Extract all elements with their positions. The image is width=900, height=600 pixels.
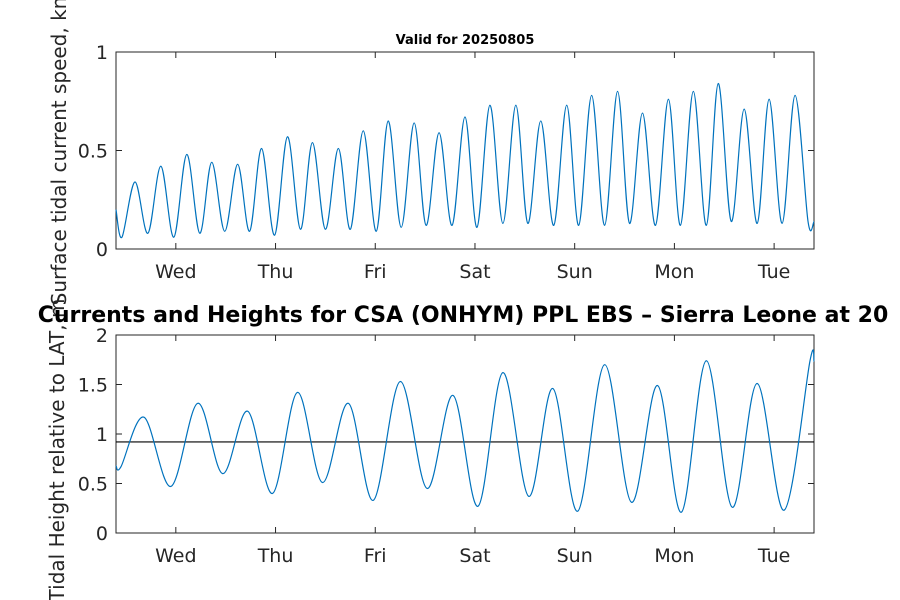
current-speed-axes-box <box>115 51 815 250</box>
current-speed-x-tick-label: Mon <box>654 261 694 283</box>
tidal-height-x-tick-label: Fri <box>364 545 387 567</box>
tidal-height-y-axis-label: Tidal Height relative to LAT, m <box>45 299 69 600</box>
tidal-height-x-tick-label: Thu <box>257 545 294 567</box>
current-speed-x-tick-label: Fri <box>364 261 387 283</box>
current-speed-plot-area <box>115 82 815 239</box>
tidal-height-y-tick-label: 1.5 <box>78 375 108 397</box>
tidal-height-y-tick-label: 0.5 <box>78 474 108 496</box>
current-speed-x-tick-label: Sat <box>459 261 490 283</box>
tidal-height-x-tick-label: Sat <box>459 545 490 567</box>
current-speed-x-tick-label: Sun <box>557 261 593 283</box>
current-speed-x-ticks: Wed Thu Fri Sat Sun Mon Tue <box>155 52 790 283</box>
current-speed-y-axis-label: Surface tidal current speed, kn <box>47 0 71 305</box>
current-speed-y-tick-label: 0.5 <box>78 141 108 163</box>
current-speed-y-tick-label: 1 <box>96 42 108 64</box>
tidal-height-series-line <box>115 349 815 513</box>
current-speed-y-ticks: 00.51 <box>78 42 814 261</box>
tidal-height-y-tick-label: 0 <box>96 523 108 545</box>
current-speed-series-line <box>115 82 815 239</box>
current-speed-x-tick-label: Thu <box>257 261 294 283</box>
current-speed-x-tick-label: Wed <box>155 261 196 283</box>
tidal-height-x-tick-label: Sun <box>557 545 593 567</box>
tidal-height-axes-box <box>115 334 815 534</box>
tidal-height-y-ticks: 0 0.5 1 1.5 2 <box>78 325 814 545</box>
tidal-height-x-tick-label: Mon <box>654 545 694 567</box>
current-speed-x-tick-label: Tue <box>757 261 790 283</box>
figure-main-title: Currents and Heights for CSA (ONHYM) PPL… <box>38 303 889 328</box>
tidal-height-x-tick-label: Tue <box>757 545 790 567</box>
tidal-height-panel: 0 0.5 1 1.5 2 Wed Thu Fri Sat Sun Mon Tue Tidal He… <box>45 299 815 600</box>
current-speed-chart-title: Valid for 20250805 <box>396 33 535 48</box>
current-speed-panel: 00.51 Wed Thu Fri Sat Sun Mon Tue Valid for 20… <box>47 0 815 305</box>
tidal-height-y-tick-label: 2 <box>96 325 108 347</box>
tidal-height-plot-area <box>115 349 815 513</box>
current-speed-y-tick-label: 0 <box>96 239 108 261</box>
tidal-height-x-tick-label: Wed <box>155 545 196 567</box>
tidal-height-y-tick-label: 1 <box>96 424 108 446</box>
tidal-height-x-ticks: Wed Thu Fri Sat Sun Mon Tue <box>155 335 790 567</box>
